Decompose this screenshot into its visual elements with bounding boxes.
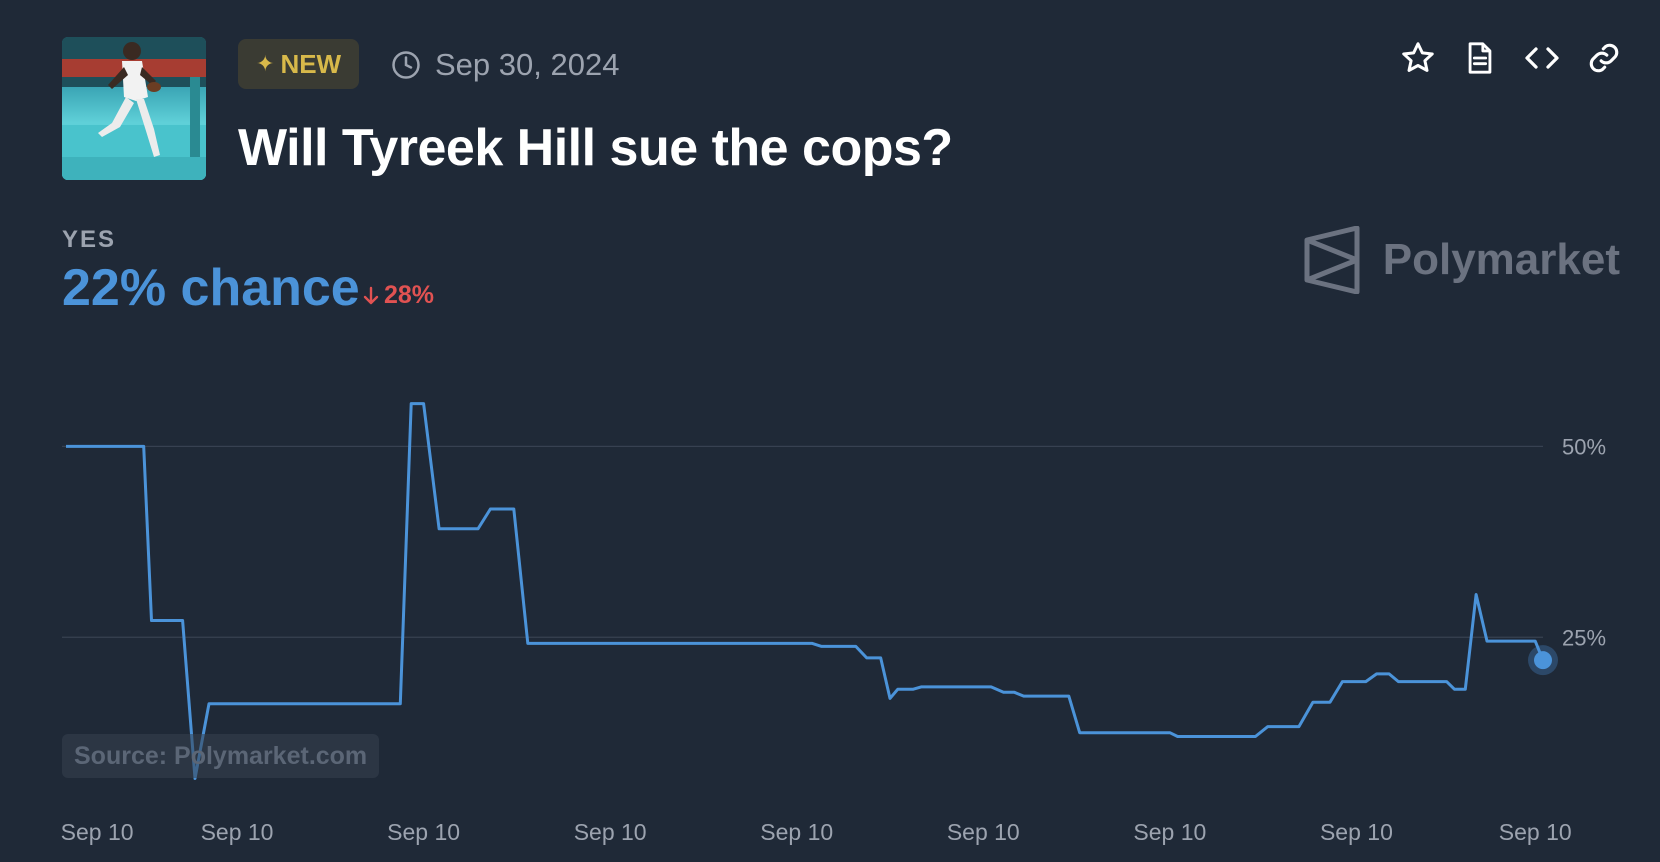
last-point-marker — [1534, 651, 1552, 670]
polymarket-logo-icon — [1304, 226, 1360, 294]
new-badge-label: NEW — [280, 48, 342, 79]
new-badge: ✦ NEW — [238, 39, 360, 89]
chance-value: 22% chance — [62, 259, 360, 317]
source-label: Source: Polymarket.com — [62, 734, 380, 778]
y-tick-label: 50% — [1562, 434, 1606, 459]
link-icon — [1589, 43, 1619, 73]
x-tick-label: Sep 10 — [760, 819, 833, 845]
x-tick-label: Sep 10 — [201, 819, 274, 845]
code-icon — [1525, 47, 1559, 69]
x-tick-label: Sep 10 — [574, 819, 647, 845]
football-player-image — [62, 37, 206, 180]
outcome-label: YES — [62, 226, 117, 253]
clock-icon — [392, 51, 420, 79]
copy-link-button[interactable] — [1586, 40, 1622, 76]
polymarket-watermark: Polymarket — [1303, 226, 1620, 294]
watermark-brand: Polymarket — [1382, 235, 1620, 284]
yes-price-line — [66, 402, 1545, 780]
market-date: Sep 30, 2024 — [391, 45, 619, 85]
market-title: Will Tyreek Hill sue the cops? — [238, 119, 953, 177]
rules-button[interactable] — [1462, 40, 1498, 76]
action-toolbar — [1400, 40, 1622, 76]
x-tick-label: Sep 10 — [1133, 819, 1206, 845]
x-tick-label: Sep 10 — [387, 819, 460, 845]
x-tick-label: Sep 10 — [947, 819, 1020, 845]
sparkle-icon: ✦ — [256, 51, 275, 76]
arrow-down-icon — [363, 286, 379, 304]
market-thumbnail — [62, 37, 206, 180]
x-tick-label: Sep 10 — [1499, 819, 1572, 845]
change-indicator: 28% — [362, 281, 434, 310]
change-value: 28% — [384, 281, 435, 309]
star-icon — [1402, 42, 1434, 72]
favorite-button[interactable] — [1400, 40, 1436, 76]
document-icon — [1468, 42, 1492, 74]
x-tick-label: Sep 10 — [1320, 819, 1393, 845]
date-text: Sep 30, 2024 — [435, 47, 620, 82]
x-tick-label: Sep 10 — [61, 819, 134, 845]
y-tick-label: 25% — [1562, 625, 1606, 650]
embed-button[interactable] — [1524, 40, 1560, 76]
